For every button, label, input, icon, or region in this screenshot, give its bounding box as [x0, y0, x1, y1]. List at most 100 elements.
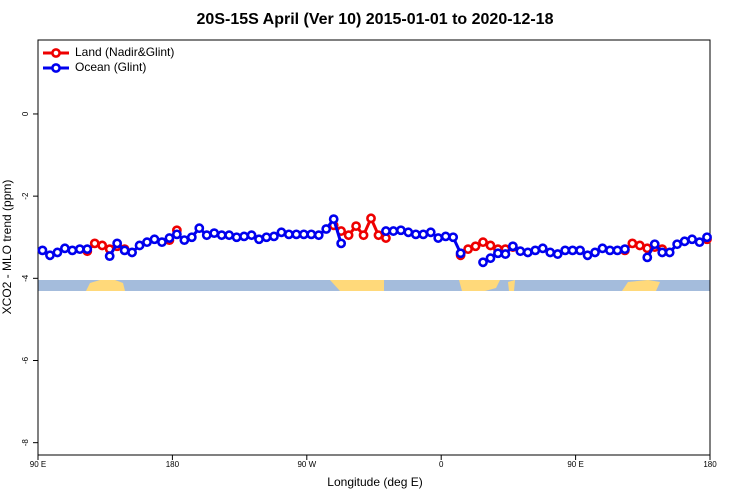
legend-label: Land (Nadir&Glint) — [75, 45, 174, 59]
data-point — [679, 236, 690, 247]
legend-marker — [51, 48, 61, 58]
y-tick-label: -8 — [21, 439, 30, 447]
plot-frame — [37, 39, 711, 456]
data-point — [127, 247, 137, 258]
data-point — [485, 253, 496, 264]
y-tick-label: 0 — [21, 111, 30, 116]
data-point — [149, 234, 160, 245]
data-point — [298, 229, 309, 240]
data-point — [470, 241, 481, 252]
y-tick-label: -4 — [21, 274, 30, 282]
data-point — [231, 232, 242, 243]
data-point — [336, 238, 347, 249]
data-point — [530, 245, 541, 256]
data-point — [694, 237, 705, 248]
data-point — [254, 234, 264, 245]
data-point — [224, 230, 235, 241]
data-point — [276, 227, 287, 238]
data-point — [418, 229, 429, 240]
data-point — [582, 250, 593, 261]
data-point — [478, 237, 488, 248]
data-point — [89, 238, 100, 249]
data-point — [619, 244, 630, 255]
x-tick-label: 180 — [703, 460, 717, 469]
data-point — [657, 247, 668, 258]
data-point — [261, 232, 272, 243]
data-point — [283, 229, 294, 240]
data-point — [59, 243, 70, 254]
x-tick-label: 90 E — [30, 460, 46, 469]
data-point — [67, 245, 78, 256]
data-point — [634, 240, 645, 251]
legend-marker — [51, 63, 61, 73]
data-point — [433, 233, 444, 243]
data-point — [37, 245, 48, 256]
data-point — [567, 245, 578, 256]
data-point — [627, 238, 638, 249]
data-point — [590, 247, 600, 258]
data-point — [478, 257, 488, 268]
data-point — [201, 230, 212, 241]
legend-label: Ocean (Glint) — [75, 60, 146, 74]
data-point — [687, 234, 697, 245]
data-point — [164, 233, 175, 243]
data-point — [515, 246, 526, 257]
x-tick-label: 0 — [439, 460, 444, 469]
data-point — [246, 230, 257, 241]
data-point — [209, 228, 220, 239]
data-point — [157, 237, 167, 248]
x-tick-label: 90 W — [297, 460, 316, 469]
chart-title: 20S-15S April (Ver 10) 2015-01-01 to 202… — [197, 11, 554, 28]
data-point — [104, 251, 115, 262]
data-point — [612, 245, 623, 256]
data-point — [605, 245, 615, 256]
y-axis-label: XCO2 - MLO trend (ppm) — [0, 180, 14, 315]
data-point — [216, 230, 227, 241]
land-mask — [38, 280, 710, 291]
data-point — [560, 245, 571, 256]
data-point — [366, 213, 376, 224]
data-point — [74, 244, 85, 255]
data-point — [440, 231, 451, 242]
data-point — [321, 224, 332, 234]
data-point — [448, 232, 459, 243]
data-point — [186, 232, 197, 243]
data-point — [239, 231, 249, 242]
x-tick-label: 180 — [166, 460, 180, 469]
data-point — [403, 227, 414, 238]
data-point — [664, 247, 675, 258]
data-point — [171, 229, 182, 240]
data-point — [373, 230, 384, 241]
data-point — [395, 225, 406, 236]
data-point — [500, 249, 511, 259]
x-tick-label: 90 E — [567, 460, 583, 469]
data-point — [142, 237, 152, 248]
data-point — [455, 248, 466, 259]
y-tick-label: -6 — [21, 356, 30, 364]
data-point — [672, 239, 683, 250]
data-point — [493, 248, 503, 259]
data-point — [306, 229, 317, 240]
data-point — [552, 249, 563, 259]
data-point — [575, 245, 585, 256]
data-point — [545, 247, 556, 258]
data-point — [134, 240, 145, 251]
data-point — [313, 230, 324, 241]
data-point — [119, 245, 130, 256]
data-point — [649, 239, 660, 250]
data-point — [597, 243, 608, 254]
data-point — [388, 226, 399, 236]
data-point — [194, 223, 205, 234]
data-point — [45, 250, 55, 261]
data-point — [358, 230, 369, 241]
data-point — [269, 231, 279, 242]
data-point — [328, 214, 339, 225]
y-tick-label: -2 — [21, 192, 30, 200]
data-point — [507, 241, 518, 252]
data-point — [537, 243, 548, 254]
data-point — [52, 247, 63, 258]
data-point — [351, 221, 361, 232]
data-point — [522, 247, 533, 258]
x-axis-label: Longitude (deg E) — [327, 475, 422, 489]
